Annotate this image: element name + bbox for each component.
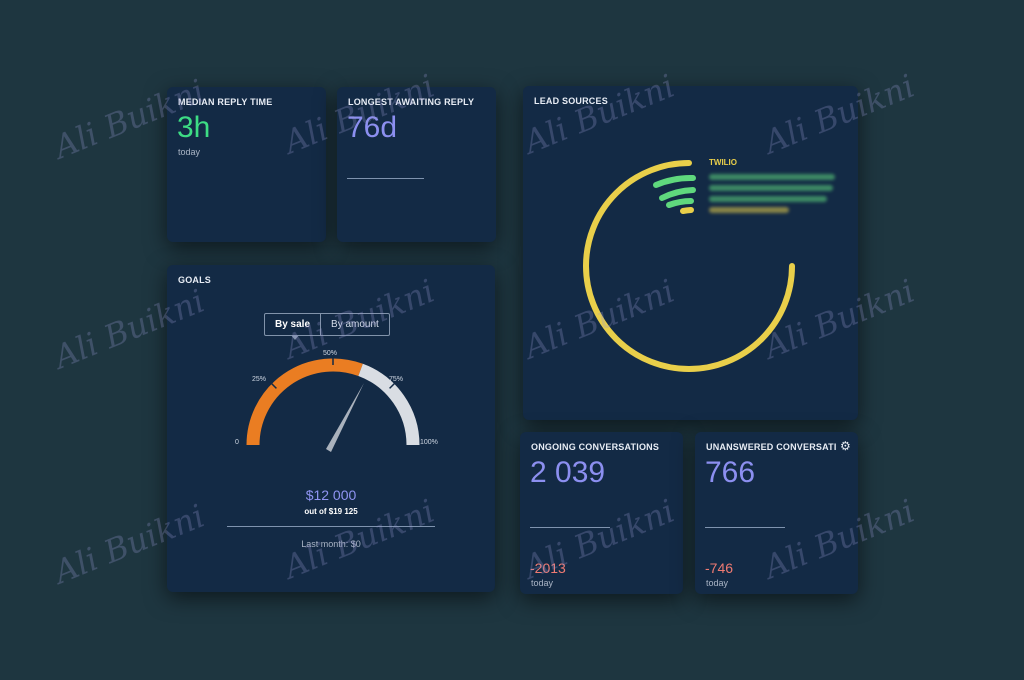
goals-gauge xyxy=(246,352,420,452)
median-reply-time-title: MEDIAN REPLY TIME xyxy=(178,97,273,107)
lead-source-arc-3 xyxy=(666,198,694,208)
gauge-label-75: 75% xyxy=(389,376,404,383)
gauge-tick-75 xyxy=(389,378,400,389)
longest-awaiting-reply-card: LONGEST AWAITING REPLY 76d xyxy=(337,87,496,242)
lead-sources-title: LEAD SOURCES xyxy=(534,96,608,106)
goals-card: GOALS By sale By amount 0 25% 50% 75% 10… xyxy=(167,265,495,592)
lead-source-arc-4 xyxy=(680,207,694,214)
goals-divider xyxy=(227,526,435,527)
gear-icon[interactable]: ⚙ xyxy=(840,439,851,453)
lead-source-legend-blurred-2 xyxy=(709,185,833,191)
gauge-tick-25 xyxy=(266,378,277,389)
ongoing-conversations-value: 2 039 xyxy=(530,456,606,489)
ongoing-conversations-divider xyxy=(530,527,610,528)
by-sale-button[interactable]: By sale xyxy=(265,314,322,335)
unanswered-conversations-title: UNANSWERED CONVERSATI xyxy=(706,442,837,452)
lead-source-legend-blurred-1 xyxy=(709,174,835,180)
lead-source-legend-blurred-4 xyxy=(709,207,789,213)
longest-awaiting-reply-divider xyxy=(347,178,424,179)
gauge-needle xyxy=(326,383,364,452)
median-reply-time-value: 3h xyxy=(177,111,211,144)
goal-target: out of $19 125 xyxy=(304,507,358,516)
lead-source-arc-2 xyxy=(659,187,696,201)
unanswered-conversations-value: 766 xyxy=(705,456,756,489)
unanswered-conversations-period: today xyxy=(706,578,729,588)
gauge-progress-arc xyxy=(246,358,363,446)
unanswered-conversations-divider xyxy=(705,527,785,528)
gauge-remaining-arc xyxy=(358,363,420,446)
gauge-label-25: 25% xyxy=(252,376,267,383)
gauge-label-0: 0 xyxy=(235,439,239,446)
ongoing-conversations-title: ONGOING CONVERSATIONS xyxy=(531,442,660,452)
toggle-caret-icon xyxy=(291,335,299,340)
ongoing-conversations-delta: -2013 xyxy=(530,560,566,576)
unanswered-conversations-card: UNANSWERED CONVERSATI ⚙ 766 -746 today xyxy=(695,432,858,594)
ongoing-conversations-period: today xyxy=(531,578,554,588)
gauge-label-100: 100% xyxy=(420,439,438,446)
median-reply-time-card: MEDIAN REPLY TIME 3h today xyxy=(167,87,326,242)
by-amount-button[interactable]: By amount xyxy=(331,319,379,330)
lead-source-legend-twilio: TWILIO xyxy=(709,158,737,167)
lead-source-ring xyxy=(583,160,795,372)
goal-last-month: Last month: $0 xyxy=(301,539,361,549)
goal-amount: $12 000 xyxy=(305,487,357,503)
goals-mode-toggle: By sale By amount xyxy=(264,313,390,336)
ongoing-conversations-card: ONGOING CONVERSATIONS 2 039 -2013 today xyxy=(520,432,683,594)
lead-sources-chart xyxy=(583,160,795,372)
lead-source-arc-1 xyxy=(653,174,696,188)
longest-awaiting-reply-title: LONGEST AWAITING REPLY xyxy=(348,97,475,107)
lead-sources-card: LEAD SOURCES TWILIO xyxy=(523,86,858,420)
unanswered-conversations-delta: -746 xyxy=(705,560,734,576)
goals-title: GOALS xyxy=(178,275,212,285)
lead-source-legend-blurred-3 xyxy=(709,196,827,202)
median-reply-time-period: today xyxy=(178,147,201,157)
longest-awaiting-reply-value: 76d xyxy=(347,111,398,144)
gauge-label-50: 50% xyxy=(323,350,338,357)
